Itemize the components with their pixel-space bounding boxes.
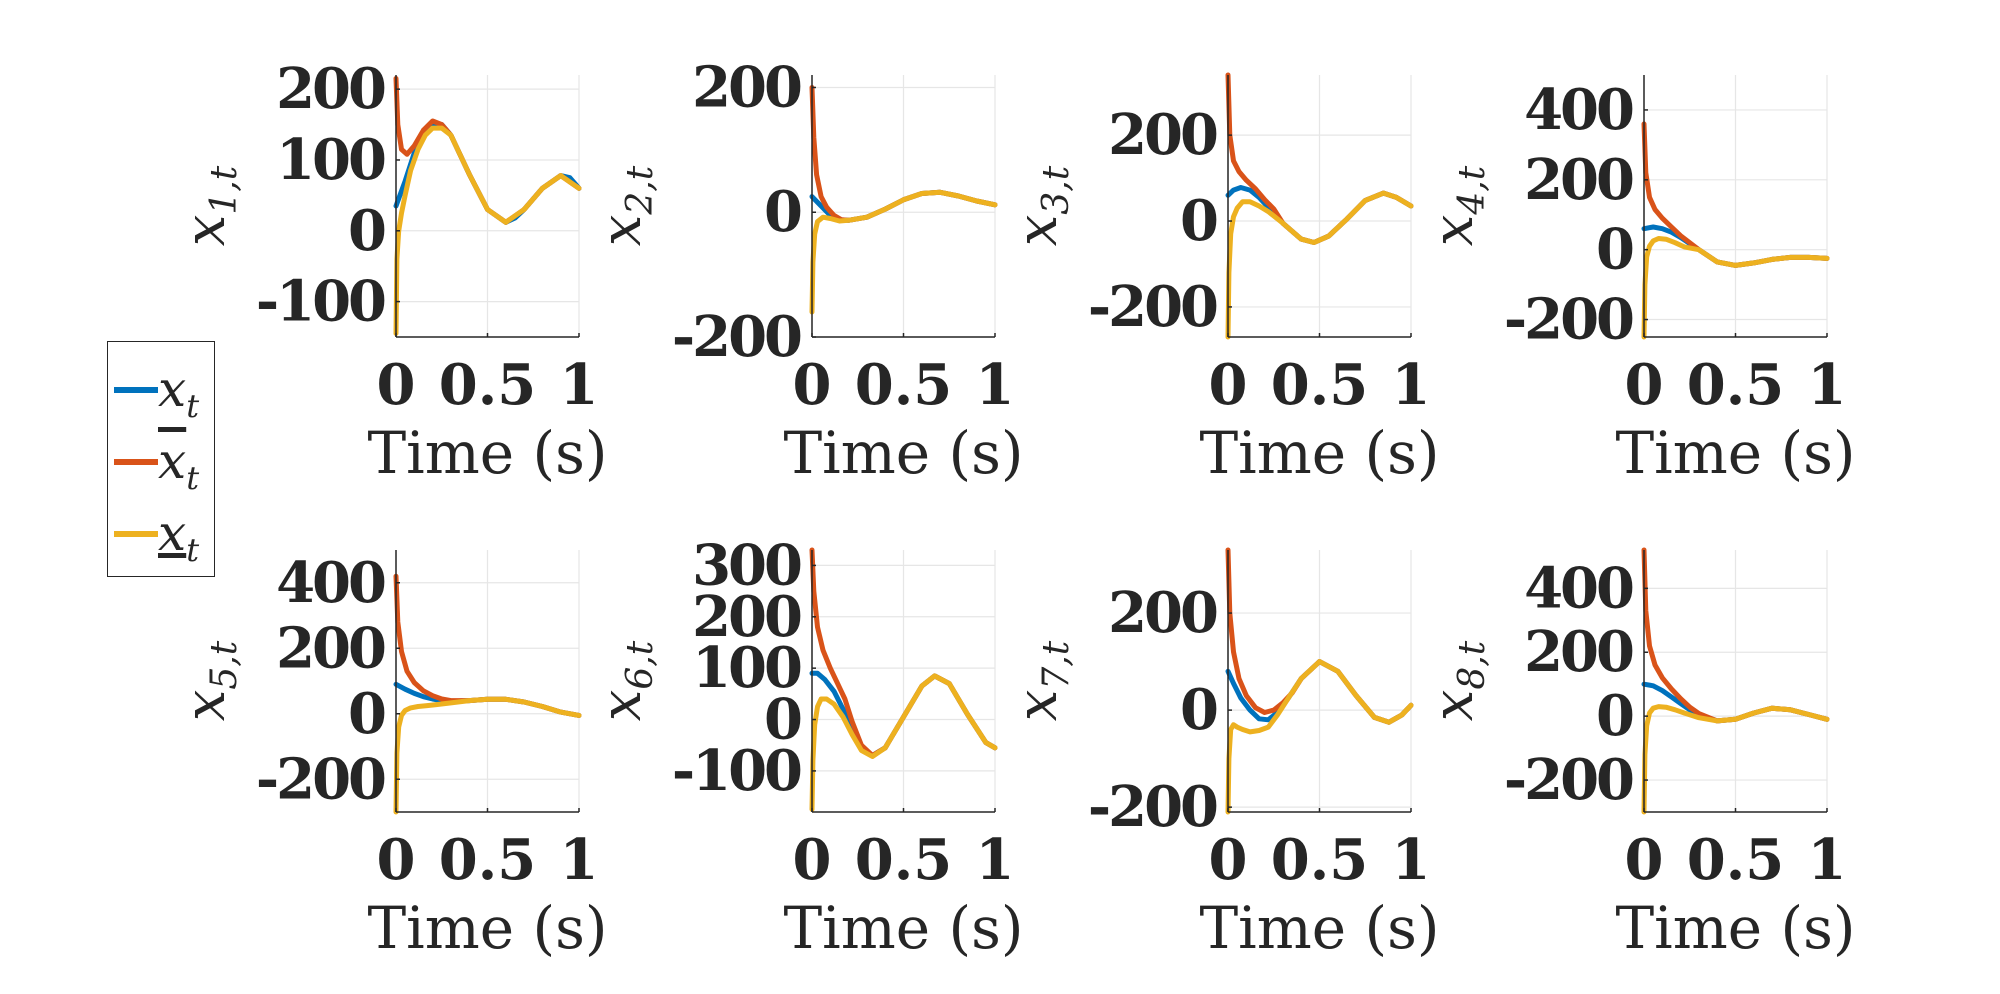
y-tick-label: -200 xyxy=(672,304,801,370)
x-tick-label: 0.5 xyxy=(1687,352,1784,418)
x-axis-label: Time (s) xyxy=(783,894,1023,962)
y-tick-label: -200 xyxy=(1504,287,1633,353)
y-tick-label: -200 xyxy=(256,746,385,812)
y-tick-label: -100 xyxy=(256,269,385,335)
y-tick-label: 0 xyxy=(1180,188,1217,254)
y-axis-label: x5,t xyxy=(173,640,245,721)
y-tick-label: 0 xyxy=(1596,683,1633,749)
x-tick-label: 0 xyxy=(377,827,416,893)
series-line-xunder xyxy=(809,673,998,812)
x-axis-label: Time (s) xyxy=(1199,894,1439,962)
legend-label-xbar: xt xyxy=(158,432,200,497)
x-tick-label: 0 xyxy=(1209,827,1248,893)
series-line-xunder xyxy=(1225,190,1414,340)
x-tick-label: 0.5 xyxy=(439,827,536,893)
legend-entry-x: xt xyxy=(108,354,214,425)
y-tick-label: 400 xyxy=(1524,77,1633,143)
legend-swatch-xbar xyxy=(114,459,158,465)
y-tick-label: 400 xyxy=(276,550,385,616)
y-tick-label: 200 xyxy=(1108,580,1217,646)
y-tick-label: 0 xyxy=(1596,217,1633,283)
x-tick-label: 0.5 xyxy=(855,827,952,893)
y-tick-label: 200 xyxy=(1524,147,1633,213)
y-tick-label: 0 xyxy=(1180,677,1217,743)
x-tick-label: 0.5 xyxy=(439,352,536,418)
y-tick-label: 200 xyxy=(276,615,385,681)
legend-entry-xunder: xt xyxy=(108,498,214,569)
y-axis-label: x2,t xyxy=(589,165,661,246)
series-line-xunder xyxy=(393,125,582,336)
x-axis-label: Time (s) xyxy=(1199,419,1439,487)
series-line-xunder xyxy=(809,189,998,315)
legend-label-xunder: xt xyxy=(158,504,200,569)
y-tick-label: 400 xyxy=(1524,555,1633,621)
x-tick-label: 1 xyxy=(560,827,599,893)
x-tick-label: 1 xyxy=(560,352,599,418)
x-tick-label: 0 xyxy=(793,352,832,418)
x-tick-label: 0 xyxy=(377,352,416,418)
x-tick-label: 0.5 xyxy=(1271,352,1368,418)
x-tick-label: 0 xyxy=(1209,352,1248,418)
x-axis-label: Time (s) xyxy=(1615,419,1855,487)
x-tick-label: 0.5 xyxy=(855,352,952,418)
series-line-xunder xyxy=(1225,659,1414,815)
y-tick-label: 200 xyxy=(692,584,801,650)
series-line-xunder xyxy=(393,696,582,815)
legend-label-x: xt xyxy=(158,360,200,425)
x-tick-label: 1 xyxy=(976,827,1015,893)
x-axis-label: Time (s) xyxy=(367,894,607,962)
series-line-xunder xyxy=(1641,704,1830,815)
x-tick-label: 0 xyxy=(1625,827,1664,893)
y-tick-label: 200 xyxy=(276,56,385,122)
y-axis-label: x8,t xyxy=(1421,640,1493,721)
legend-swatch-xunder xyxy=(114,531,158,537)
y-tick-label: 200 xyxy=(1524,619,1633,685)
x-tick-label: 0 xyxy=(1625,352,1664,418)
x-tick-label: 0.5 xyxy=(1687,827,1784,893)
x-tick-label: 0.5 xyxy=(1271,827,1368,893)
y-tick-label: -200 xyxy=(1088,274,1217,340)
y-tick-label: 0 xyxy=(764,179,801,245)
x-axis-label: Time (s) xyxy=(367,419,607,487)
x-tick-label: 1 xyxy=(1808,352,1847,418)
y-tick-label: -200 xyxy=(1504,747,1633,813)
x-axis-label: Time (s) xyxy=(1615,894,1855,962)
y-tick-label: -100 xyxy=(672,738,801,804)
y-tick-label: -200 xyxy=(1088,774,1217,840)
legend-swatch-x xyxy=(114,387,158,393)
y-tick-label: 100 xyxy=(276,127,385,193)
y-tick-label: 100 xyxy=(692,635,801,701)
legend: xt xt xt xyxy=(107,341,215,577)
y-axis-label: x3,t xyxy=(1005,165,1077,246)
y-axis-label: x7,t xyxy=(1005,640,1077,721)
legend-entry-xbar: xt xyxy=(108,426,214,497)
series-line-xunder xyxy=(1641,236,1830,340)
y-axis-label: x1,t xyxy=(173,165,245,246)
x-tick-label: 1 xyxy=(1808,827,1847,893)
x-tick-label: 1 xyxy=(1392,352,1431,418)
y-tick-label: 0 xyxy=(764,687,801,753)
y-tick-label: 200 xyxy=(1108,102,1217,168)
y-tick-label: 0 xyxy=(348,198,385,264)
x-tick-label: 1 xyxy=(976,352,1015,418)
y-tick-label: 0 xyxy=(348,681,385,747)
y-tick-label: 300 xyxy=(692,532,801,598)
subplot-3: 0 0.5 1 -200 0 200 Time (s) x3,t xyxy=(1005,72,1440,487)
y-tick-label: 200 xyxy=(692,54,801,120)
y-axis-label: x4,t xyxy=(1421,165,1493,246)
x-axis-label: Time (s) xyxy=(783,419,1023,487)
y-axis-label: x6,t xyxy=(589,640,661,721)
x-tick-label: 0 xyxy=(793,827,832,893)
x-tick-label: 1 xyxy=(1392,827,1431,893)
